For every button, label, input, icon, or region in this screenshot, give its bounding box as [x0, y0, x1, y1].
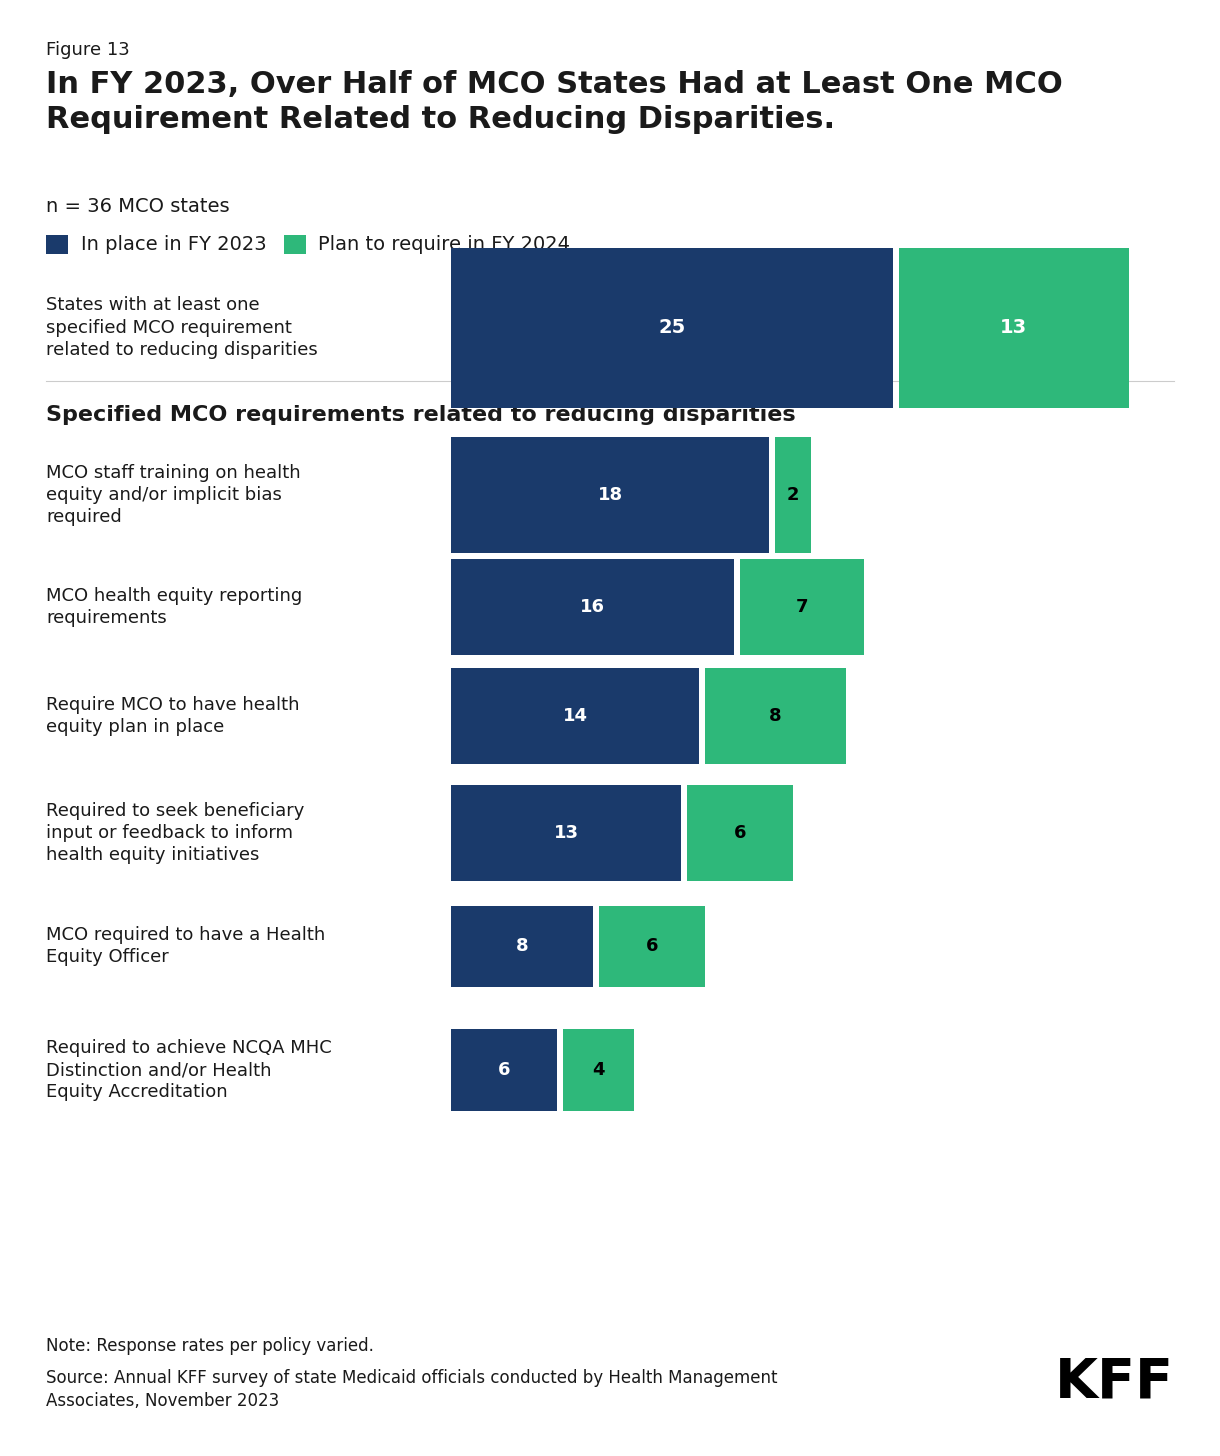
Bar: [46, 234, 68, 253]
Text: States with at least one
specified MCO requirement
related to reducing dispariti: States with at least one specified MCO r…: [46, 297, 318, 358]
Bar: [564, 1029, 634, 1111]
Bar: [451, 437, 770, 553]
Text: MCO health equity reporting
requirements: MCO health equity reporting requirements: [46, 587, 303, 628]
Bar: [687, 785, 793, 881]
Text: 6: 6: [645, 938, 658, 955]
Text: 25: 25: [659, 317, 686, 338]
Text: 8: 8: [516, 938, 528, 955]
Text: 6: 6: [498, 1061, 511, 1079]
Text: Figure 13: Figure 13: [46, 41, 131, 58]
Bar: [451, 668, 699, 764]
Text: 18: 18: [598, 486, 623, 504]
Bar: [705, 668, 845, 764]
Bar: [451, 559, 734, 655]
Bar: [451, 785, 681, 881]
Bar: [284, 234, 306, 253]
Text: Required to seek beneficiary
input or feedback to inform
health equity initiativ: Required to seek beneficiary input or fe…: [46, 802, 305, 863]
Bar: [899, 248, 1128, 408]
Bar: [451, 1029, 558, 1111]
Text: KFF: KFF: [1054, 1356, 1174, 1409]
Text: 8: 8: [769, 708, 782, 725]
Text: In place in FY 2023: In place in FY 2023: [81, 234, 266, 255]
Bar: [599, 906, 705, 987]
Text: In FY 2023, Over Half of MCO States Had at Least One MCO
Requirement Related to : In FY 2023, Over Half of MCO States Had …: [46, 70, 1063, 134]
Text: Require MCO to have health
equity plan in place: Require MCO to have health equity plan i…: [46, 696, 300, 737]
Bar: [776, 437, 810, 553]
Text: 14: 14: [562, 708, 588, 725]
Text: Required to achieve NCQA MHC
Distinction and/or Health
Equity Accreditation: Required to achieve NCQA MHC Distinction…: [46, 1040, 332, 1101]
Text: Source: Annual KFF survey of state Medicaid officials conducted by Health Manage: Source: Annual KFF survey of state Medic…: [46, 1369, 778, 1411]
Bar: [741, 559, 864, 655]
Text: 2: 2: [787, 486, 799, 504]
Text: Note: Response rates per policy varied.: Note: Response rates per policy varied.: [46, 1337, 375, 1354]
Text: Plan to require in FY 2024: Plan to require in FY 2024: [318, 234, 571, 255]
Bar: [451, 248, 893, 408]
Text: 16: 16: [581, 598, 605, 616]
Text: Specified MCO requirements related to reducing disparities: Specified MCO requirements related to re…: [46, 405, 795, 425]
Text: 7: 7: [795, 598, 808, 616]
Text: MCO required to have a Health
Equity Officer: MCO required to have a Health Equity Off…: [46, 926, 326, 967]
Text: 6: 6: [733, 824, 747, 842]
Text: 13: 13: [554, 824, 578, 842]
Text: n = 36 MCO states: n = 36 MCO states: [46, 197, 231, 215]
Text: 4: 4: [593, 1061, 605, 1079]
Text: 13: 13: [1000, 317, 1027, 338]
Bar: [451, 906, 593, 987]
Text: MCO staff training on health
equity and/or implicit bias
required: MCO staff training on health equity and/…: [46, 464, 301, 526]
